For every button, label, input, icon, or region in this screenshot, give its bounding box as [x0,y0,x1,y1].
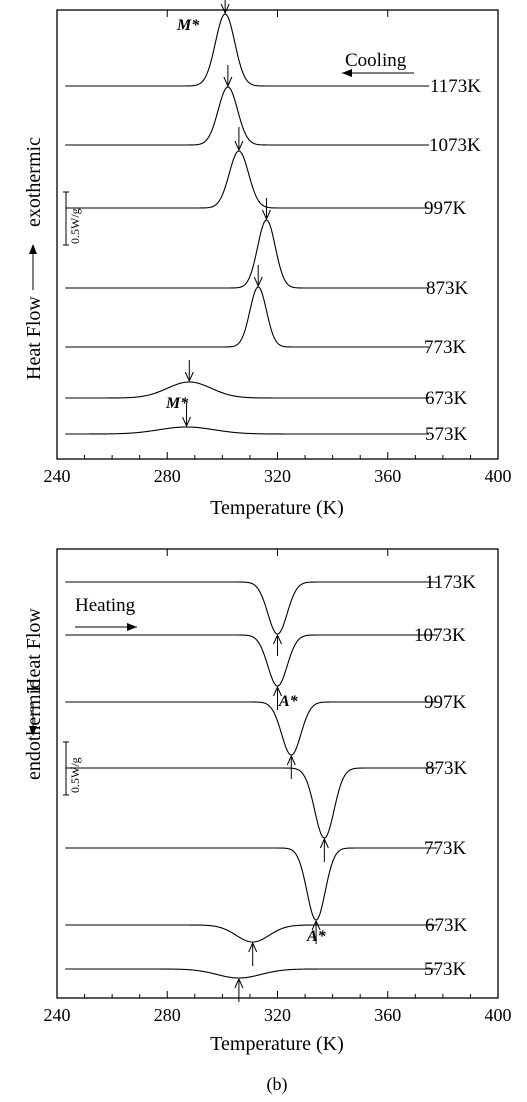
curve-1073K [65,634,438,687]
curve-573K [65,426,430,435]
peak-arrowhead [311,919,321,931]
curve-673K [65,381,430,399]
peak-arrowhead [234,977,244,989]
series-label-1173K: 1173K [425,572,476,593]
heating-indicator: Heating [75,595,137,631]
direction-arrowhead [29,244,37,254]
y-axis-label: endothermic Heat Flow [23,608,45,780]
x-tick-label: 400 [485,466,512,486]
curve-1173K [65,13,430,87]
x-tick-label: 360 [374,1005,401,1025]
curves [65,13,430,435]
heating-panel: 1173K 1073K 997K 873K 773K 673K 573K 240 280 320… [23,548,512,1055]
y-axis-label: Heat Flow exothermic [23,137,45,380]
curve-673K [65,924,438,943]
peak-arrowhead [319,837,329,849]
heat-flow-label: Heat Flow [23,608,45,692]
curve-997K [65,150,430,209]
cooling-arrowhead [342,69,352,77]
exothermic-label: exothermic [23,137,45,227]
scale-bar: 0.5W/g [63,191,82,246]
curve-873K [65,219,430,289]
austenite-peak-label-top: A* [278,693,299,710]
curve-573K [65,968,438,979]
cooling-indicator: Cooling [342,50,414,77]
series-label-673K: 673K [425,915,468,936]
x-tick-label: 280 [154,466,181,486]
x-axis-label: Temperature (K) [210,497,344,519]
peak-arrowhead [220,3,230,15]
curves [65,581,438,979]
heating-label: Heating [75,595,136,616]
curve-873K [65,767,438,839]
cooling-panel: 1173K 1073K 997K 873K 773K 673K 573K 240 280 320… [23,0,512,519]
curve-997K [65,701,438,756]
martensite-peak-label-bottom: M* [165,395,189,412]
x-tick-label: 240 [44,1005,71,1025]
scale-bar: 0.5W/g [63,741,82,796]
x-tick-label: 280 [154,1005,181,1025]
austenite-peak-label-bottom: A* [306,928,327,945]
series-label-573K: 573K [424,959,467,980]
x-tick-label: 360 [374,466,401,486]
cooling-label: Cooling [345,50,407,71]
peak-arrowhead [184,371,194,383]
heat-flow-label: Heat Flow [23,296,45,380]
peak-arrowhead [182,416,192,428]
peak-arrowhead [253,276,263,288]
peak-arrowhead [273,633,282,645]
series-label-673K: 673K [425,388,468,409]
scale-bar-label: 0.5W/g [68,208,82,244]
martensite-peak-label-top: M* [176,17,200,34]
peak-arrowhead [223,76,233,88]
curve-1173K [65,581,438,635]
figure-caption: (b) [267,1074,288,1095]
heating-arrowhead [127,623,137,631]
series-label-997K: 997K [424,198,467,219]
x-tick-labels: 240 280 320 360 400 [44,466,512,486]
x-tick-label: 240 [44,466,71,486]
peak-arrowhead [248,941,258,953]
peak-arrowhead [286,754,296,766]
x-axis-ticks [56,549,499,998]
x-tick-label: 320 [264,466,291,486]
series-label-773K: 773K [424,337,467,358]
x-axis-ticks [56,10,499,459]
peak-arrowhead [273,685,282,697]
x-tick-labels: 240 280 320 360 400 [44,1005,512,1025]
curve-773K [65,286,430,348]
peak-arrowhead [262,209,271,221]
curve-773K [65,847,438,921]
curve-1073K [65,86,430,146]
x-axis-label: Temperature (K) [210,1033,344,1055]
series-label-1173K: 1173K [430,76,481,97]
series-label-1073K: 1073K [429,135,481,156]
x-tick-label: 320 [264,1005,291,1025]
series-label-1073K: 1073K [414,625,466,646]
x-tick-label: 400 [485,1005,512,1025]
series-label-573K: 573K [425,424,468,445]
series-labels: 1173K 1073K 997K 873K 773K 673K 573K [424,76,481,445]
peak-arrows [182,0,271,428]
series-label-873K: 873K [425,758,468,779]
scale-bar-label: 0.5W/g [68,757,82,793]
series-label-997K: 997K [424,692,467,713]
series-label-873K: 873K [426,278,469,299]
direction-arrowhead [29,726,37,736]
peak-arrows [234,633,329,1002]
peak-arrowhead [234,140,244,152]
series-label-773K: 773K [424,838,467,859]
series-labels: 1173K 1073K 997K 873K 773K 673K 573K [414,572,476,980]
